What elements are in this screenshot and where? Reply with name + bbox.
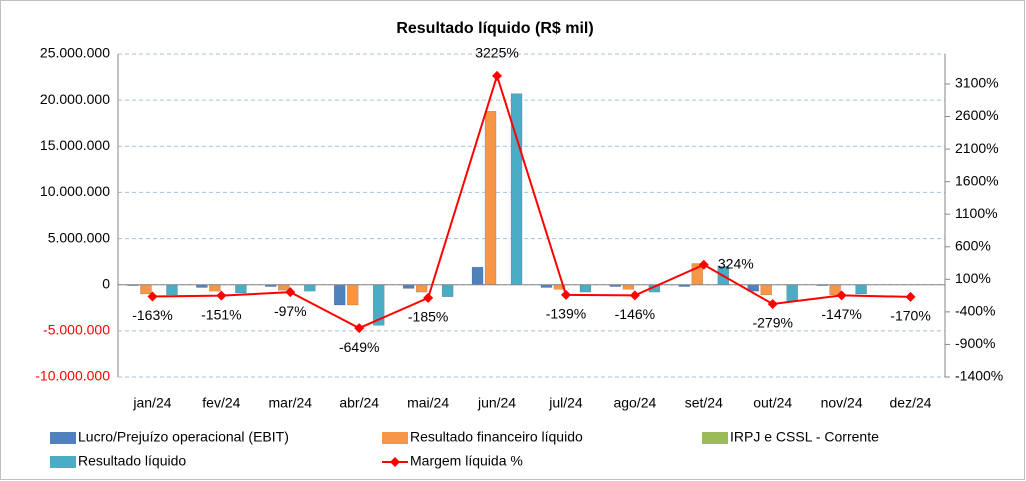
y2-tick-label: 100% [955,270,991,286]
legend-label: Margem líquida % [410,453,523,469]
legend-label: Resultado líquido [78,453,186,469]
x-tick-label: ago/24 [613,395,656,411]
x-tick-label: dez/24 [890,395,932,411]
bar [140,284,152,295]
bar [235,284,247,294]
x-tick-label: out/24 [753,395,792,411]
y-tick-label: -10.000.000 [35,368,110,384]
x-tick-label: set/24 [685,395,723,411]
data-label: -185% [408,309,448,325]
x-tick-label: jun/24 [477,395,516,411]
data-label: 3225% [475,45,519,61]
data-label: -279% [752,315,792,331]
bar [402,284,415,289]
bar [441,284,454,297]
x-tick-label: mai/24 [407,395,449,411]
chart-title: Resultado líquido (R$ mil) [396,20,593,37]
y2-tick-label: 2600% [955,107,999,123]
data-label: -151% [201,306,241,322]
line [152,72,911,330]
bar [471,266,484,285]
bar [304,284,316,292]
data-label: -139% [546,306,586,322]
bar [166,284,178,296]
x-tick-label: abr/24 [339,395,379,411]
marker [836,290,847,301]
legend-swatch [382,432,408,444]
x-tick-label: fev/24 [202,395,240,411]
y2-tick-label: -900% [955,335,995,351]
bar [346,284,359,306]
y-tick-label: -5.000.000 [43,322,110,338]
data-label: -146% [615,306,655,322]
bar [855,284,867,295]
data-label: -147% [821,306,861,322]
marker [905,291,916,302]
bar [760,284,772,296]
data-label: -170% [890,308,930,324]
y2-tick-label: 600% [955,237,991,253]
x-tick-label: nov/24 [821,395,863,411]
marker [423,292,434,303]
data-label: -97% [274,303,307,319]
bar [278,284,290,291]
bar [786,284,798,302]
marker [285,287,296,298]
x-tick-label: jan/24 [132,395,171,411]
marker [492,70,503,81]
marker [698,259,709,270]
data-label: -163% [132,307,172,323]
y2-tick-label: -400% [955,303,995,319]
y-tick-label: 15.000.000 [40,137,110,153]
bar [415,284,428,293]
marker [216,290,227,301]
bar [579,284,592,293]
legend-swatch [50,432,76,444]
legend-swatch [50,456,76,468]
legend-swatch [702,432,728,444]
legend-label: Resultado financeiro líquido [410,429,583,445]
y2-tick-label: 2100% [955,140,999,156]
bar [484,110,497,285]
data-label: -649% [339,339,379,355]
bar [333,284,346,306]
y2-tick-label: 3100% [955,75,999,91]
y-tick-label: 10.000.000 [40,183,110,199]
bar [209,284,221,292]
y-tick-label: 0 [102,275,110,291]
x-tick-label: mar/24 [269,395,313,411]
y2-tick-label: -1400% [955,368,1003,384]
legend-marker [390,457,400,467]
y-tick-label: 5.000.000 [48,229,110,245]
legend-label: Lucro/Prejuízo operacional (EBIT) [78,429,289,445]
marker [147,291,158,302]
bar [622,284,635,290]
legend-label: IRPJ e CSSL - Corrente [730,429,879,445]
marker [629,290,640,301]
y2-tick-label: 1100% [955,205,998,221]
y-tick-label: 20.000.000 [40,91,110,107]
y-tick-label: 25.000.000 [40,45,110,61]
marker [354,323,365,334]
data-label: 324% [718,255,754,271]
x-tick-label: jul/24 [548,395,583,411]
y2-tick-label: 1600% [955,172,999,188]
marker [560,289,571,300]
marker [767,298,778,309]
